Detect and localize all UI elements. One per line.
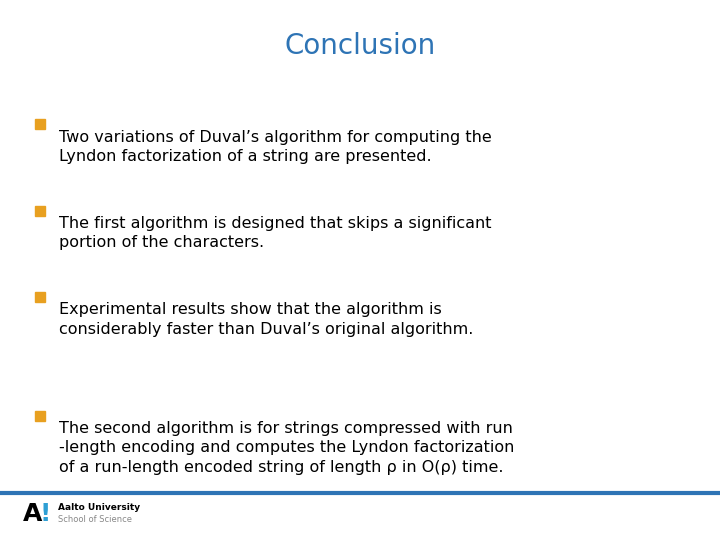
Text: School of Science: School of Science xyxy=(58,515,132,524)
Text: Aalto University: Aalto University xyxy=(58,503,140,512)
Text: The second algorithm is for strings compressed with run
-length encoding and com: The second algorithm is for strings comp… xyxy=(59,421,514,475)
Text: !: ! xyxy=(40,502,51,526)
Text: Conclusion: Conclusion xyxy=(284,32,436,60)
Text: A: A xyxy=(23,502,42,526)
Text: The first algorithm is designed that skips a significant
portion of the characte: The first algorithm is designed that ski… xyxy=(59,216,492,250)
Text: Two variations of Duval’s algorithm for computing the
Lyndon factorization of a : Two variations of Duval’s algorithm for … xyxy=(59,130,492,164)
Text: Experimental results show that the algorithm is
considerably faster than Duval’s: Experimental results show that the algor… xyxy=(59,302,474,336)
